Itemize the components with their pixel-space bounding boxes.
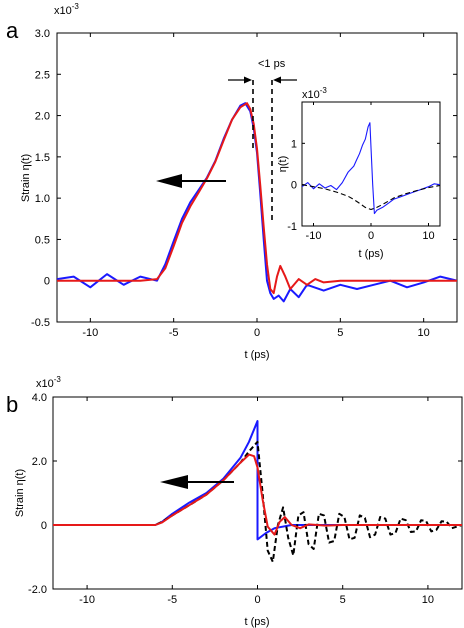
panel-a-y-tick-label: 3.0 [35, 28, 50, 40]
panel-b-y-ticks: -2.0 0 2.0 4.0 [28, 392, 462, 596]
panel-a-y-tick-label: 0 [44, 276, 50, 288]
panel-b-x-tick-label: -5 [167, 594, 177, 606]
panel-a-x-tick-label: -5 [169, 327, 179, 339]
inset-y-exponent: x10-3 [302, 86, 327, 101]
inset-series [302, 122, 440, 215]
panel-a-series [57, 102, 457, 303]
panel-a-x-tick-label: -10 [82, 327, 98, 339]
panel-a-x-label: t (ps) [244, 349, 269, 361]
panel-b-label: b [6, 392, 18, 417]
panel-b-series [53, 420, 462, 563]
panel-a-y-tick-label: -0.5 [31, 317, 50, 329]
inset-x-label: t (ps) [358, 248, 383, 260]
panel-b-series-line-0 [53, 420, 462, 541]
inset-y-tick-label: 1 [291, 138, 297, 150]
panel-b-y-tick-label: 4.0 [32, 392, 47, 404]
panel-b-y-tick-label: 0 [41, 520, 47, 532]
inset-y-tick-label: -1 [287, 221, 297, 233]
panel-a-y-tick-label: 1.5 [35, 152, 50, 164]
panel-b-x-tick-label: 5 [340, 594, 346, 606]
panel-b-y-tick-label: -2.0 [28, 584, 47, 596]
panel-b-y-exponent: x10-3 [36, 375, 61, 390]
panel-b-x-ticks: -10 -5 0 5 10 [79, 397, 434, 606]
panel-a-y-tick-label: 2.5 [35, 69, 50, 81]
panel-a-label: a [6, 18, 19, 43]
panel-b-x-tick-label: -10 [79, 594, 95, 606]
panel-b: b x10-3 -10 -5 0 5 10 -2.0 0 2.0 4.0 t (ps) Str… [6, 375, 463, 628]
inset-x-tick-label: -10 [306, 230, 322, 242]
panel-b-x-tick-label: 10 [422, 594, 434, 606]
annotation-arrowhead-left [244, 76, 252, 84]
panel-a-y-exponent: x10-3 [54, 2, 79, 17]
panel-b-series-line-1 [53, 440, 462, 563]
inset-series-line-1 [302, 184, 440, 211]
panel-a-x-ticks: -10 -5 0 5 10 [82, 33, 430, 339]
panel-a-y-label: Strain η(t) [20, 154, 32, 202]
inset-x-tick-label: 0 [368, 230, 374, 242]
panel-b-y-label: Strain η(t) [14, 469, 26, 517]
panel-a-x-tick-label: 0 [254, 327, 260, 339]
panel-a-series-line-1 [57, 102, 457, 295]
panel-b-series-line-2 [53, 453, 462, 536]
panel-a-direction-arrowhead [156, 174, 182, 188]
panel-a-y-tick-label: 2.0 [35, 111, 50, 123]
inset-y-label: η(t) [277, 156, 289, 173]
panel-b-x-tick-label: 0 [254, 594, 260, 606]
panel-a-x-tick-label: 10 [418, 327, 430, 339]
panel-a-y-tick-label: 1.0 [35, 193, 50, 205]
inset-x-tick-label: 10 [422, 230, 434, 242]
panel-a-y-tick-label: 0.5 [35, 234, 50, 246]
inset-y-tick-label: 0 [291, 180, 297, 192]
inset-chart: x10-3 -10 0 10 -101 t (ps) η(t) [277, 86, 441, 260]
panel-a: a x10-3 -10 -5 0 5 10 -0.500.51.01.52.02.53.… [6, 2, 458, 361]
panel-b-x-label: t (ps) [244, 616, 269, 628]
panel-b-direction-arrowhead [160, 475, 188, 489]
inset-y-ticks: -1 0 1 [287, 138, 440, 233]
inset-frame [301, 101, 441, 227]
panel-a-x-tick-label: 5 [337, 327, 343, 339]
panel-b-y-tick-label: 2.0 [32, 456, 47, 468]
inset-series-line-0 [302, 122, 440, 215]
inset-x-ticks: -10 0 10 [306, 102, 435, 242]
annotation-text: <1 ps [258, 58, 286, 70]
annotation-arrowhead-right [273, 76, 281, 84]
panel-a-y-ticks: -0.5 0 0.5 1.0 1.5 2.0 2.5 3.0 [31, 28, 457, 329]
